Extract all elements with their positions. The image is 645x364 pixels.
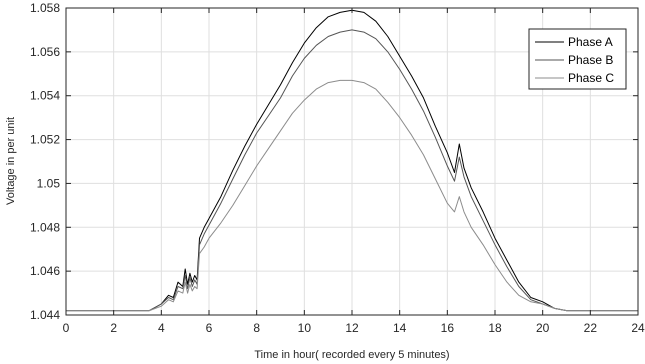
legend: Phase A Phase B Phase C (528, 28, 627, 90)
legend-label: Phase A (568, 35, 613, 49)
axis-ticks (65, 7, 639, 316)
y-tick-label: 1.048 (30, 220, 60, 234)
y-tick-label: 1.054 (30, 89, 60, 103)
series-line-phase-c (66, 79, 638, 312)
tick-labels: 0 2 4 6 8 10 12 14 16 18 20 22 241.0441.0461.0481.05… (30, 1, 645, 335)
x-tick-label: 2 (110, 321, 117, 335)
series-line-phase-b (66, 29, 638, 312)
legend-label: Phase B (568, 53, 613, 67)
legend-label: Phase C (568, 71, 614, 85)
y-tick-label: 1.052 (30, 133, 60, 147)
x-tick-label: 18 (488, 321, 502, 335)
x-tick-label: 8 (253, 321, 260, 335)
y-tick-label: 1.056 (30, 45, 60, 59)
y-axis-label: Voltage in per unit (5, 117, 17, 205)
x-tick-label: 4 (158, 321, 165, 335)
y-tick-label: 1.044 (30, 308, 60, 322)
y-tick-label: 1.05 (37, 176, 61, 190)
x-axis-label: Time in hour( recorded every 5 minutes) (254, 349, 449, 361)
series-line-phase-a (66, 9, 638, 312)
x-tick-label: 12 (345, 321, 359, 335)
x-tick-label: 20 (536, 321, 550, 335)
x-tick-label: 10 (298, 321, 312, 335)
x-tick-label: 6 (206, 321, 213, 335)
x-tick-label: 0 (63, 321, 70, 335)
x-tick-label: 22 (584, 321, 598, 335)
y-tick-label: 1.058 (30, 1, 60, 15)
x-tick-label: 14 (393, 321, 407, 335)
x-tick-label: 16 (441, 321, 455, 335)
y-tick-label: 1.046 (30, 264, 60, 278)
series-layer (66, 9, 638, 312)
legend-box (528, 28, 627, 90)
x-tick-label: 24 (631, 321, 645, 335)
